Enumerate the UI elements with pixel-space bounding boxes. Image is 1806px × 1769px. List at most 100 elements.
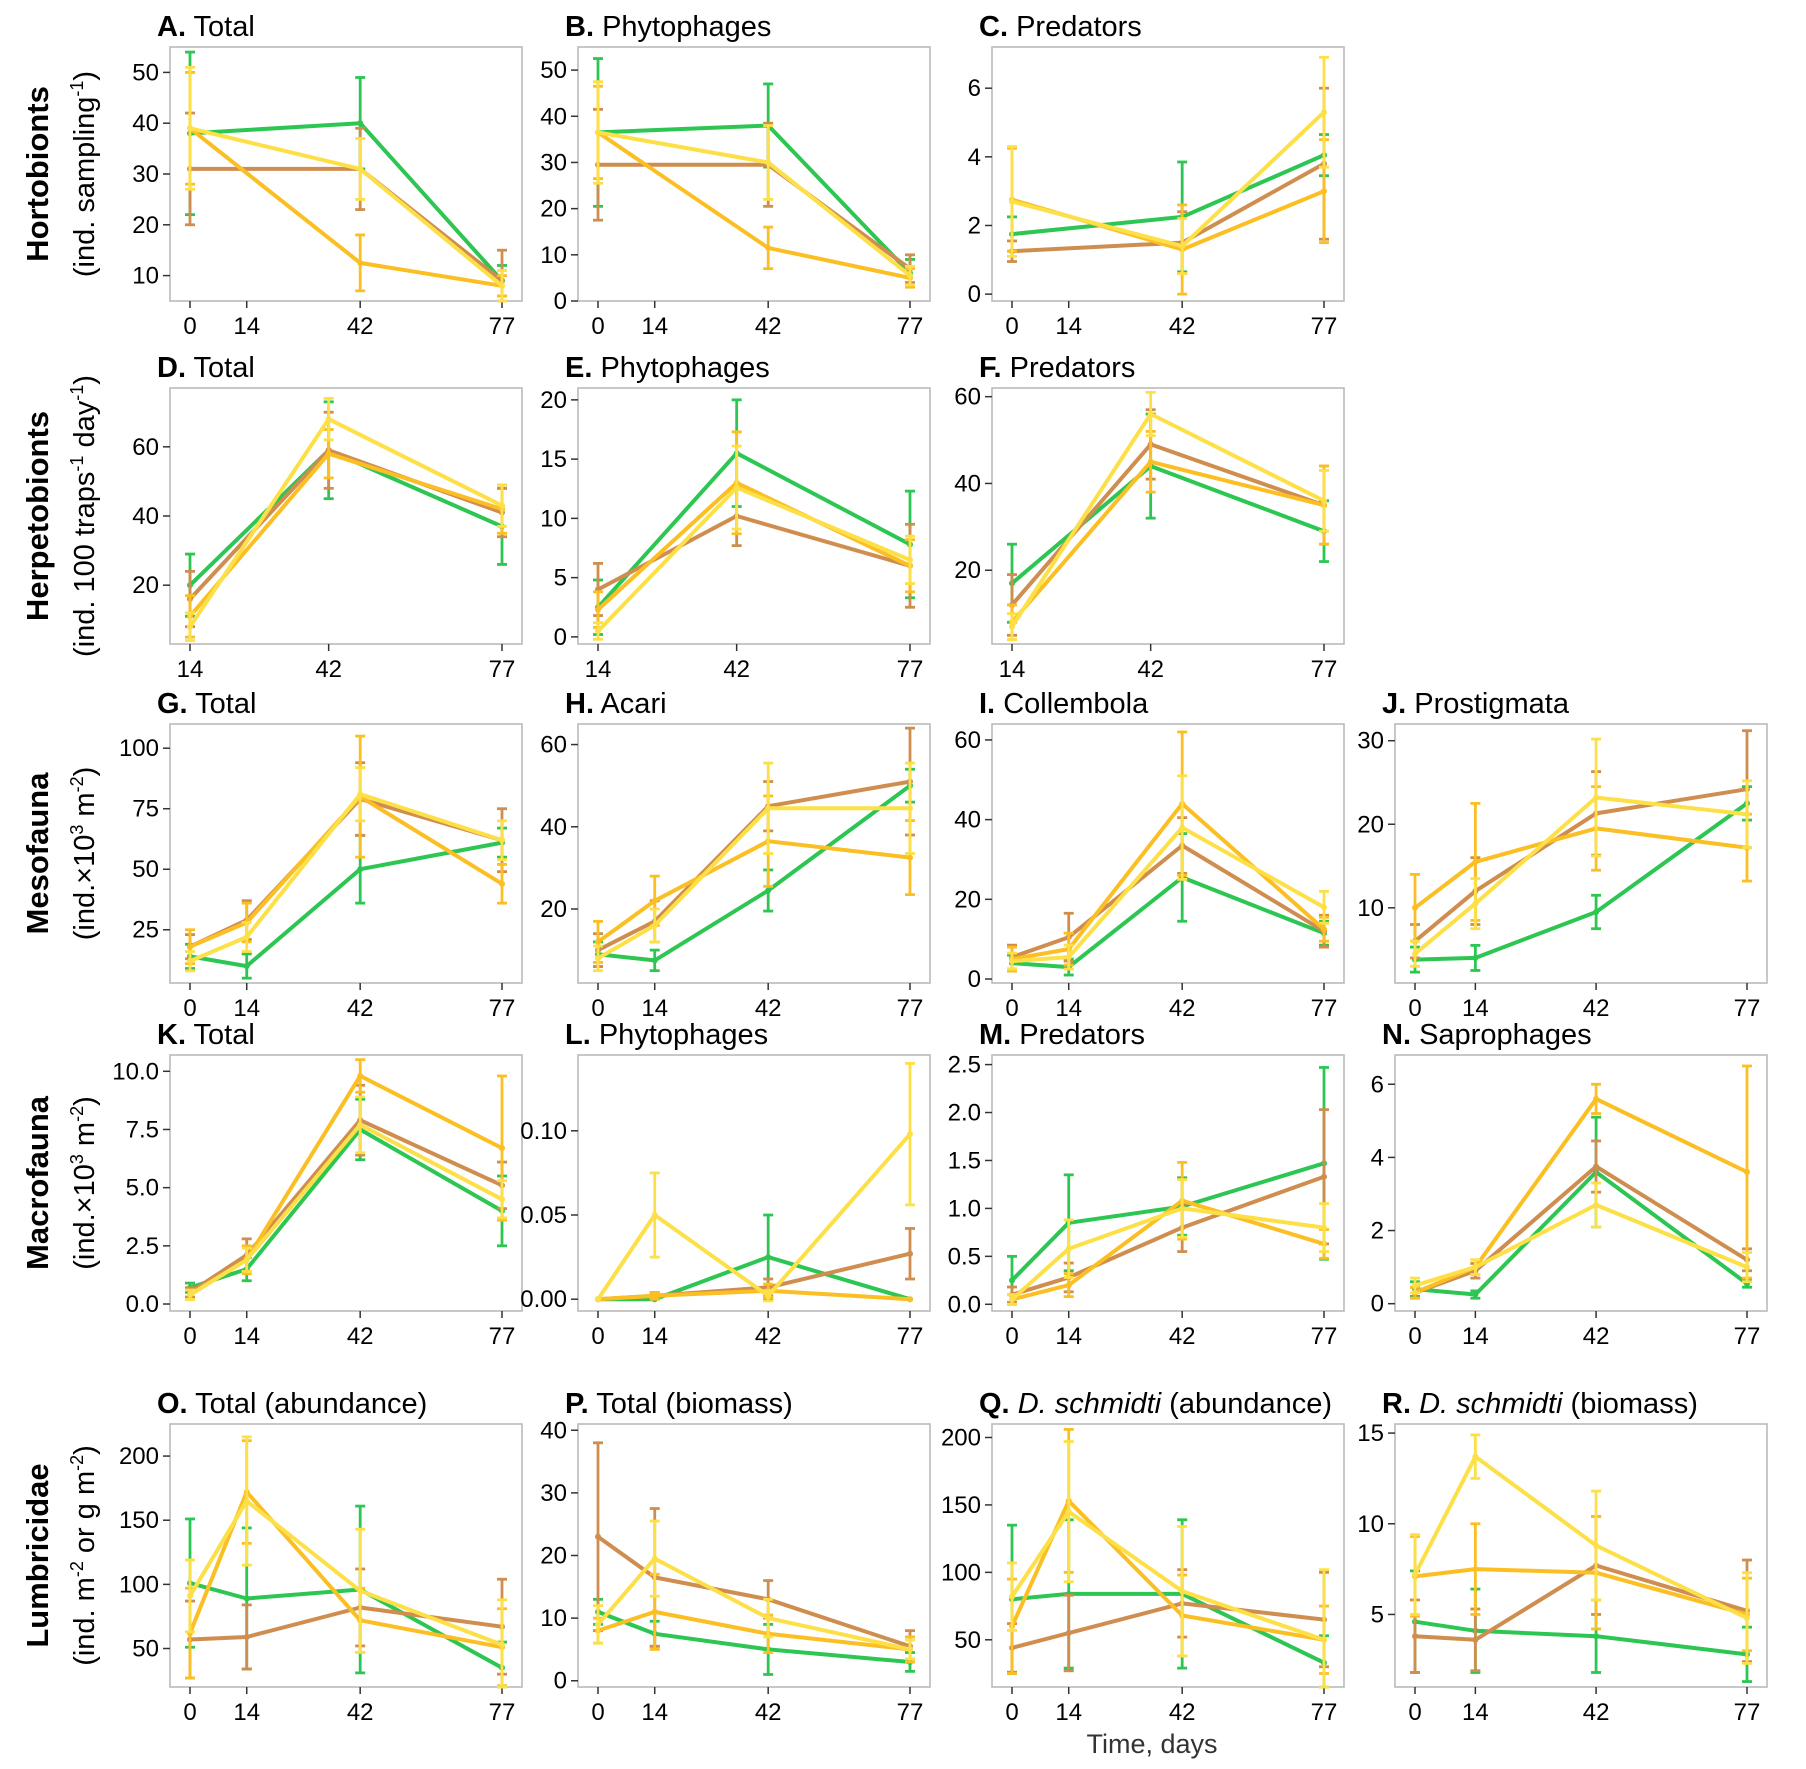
y-tick-label: 0 [554,288,567,315]
point-yellow [1321,904,1327,911]
y-tick-label: 0 [968,281,981,308]
x-tick-label: 14 [1055,313,1082,340]
series-line-gold [1413,1567,1749,1617]
row-label: Macrofauna (ind.×103 m-2) [20,1095,101,1270]
x-tick-label: 0 [1408,995,1421,1022]
point-yellow [499,1196,505,1203]
panel-o: 50 100 150 200 0 14 42 77 O. Total (abundance) [119,1388,523,1726]
panel-title-text: Acari [600,688,666,720]
x-tick-label: 14 [1055,1323,1082,1350]
title-space [1411,1019,1419,1051]
series-line-yellow [1010,825,1326,964]
title-space [1011,1019,1019,1051]
unit-text: or g m [69,1471,101,1561]
x-tick-label: 14 [999,656,1026,683]
x-tick-label: 0 [183,1323,196,1350]
row-label-unit: (ind. m-2 or g m-2) [67,1445,101,1666]
x-tick-label: 42 [347,995,374,1022]
point-gold [595,938,601,945]
plot-frame [169,46,523,302]
x-tick-label: 42 [347,1323,374,1350]
point-green [243,963,250,970]
panel-title: B. Phytophages [565,11,771,43]
x-tick-label: 0 [183,313,196,340]
x-tick-label: 0 [1408,1323,1421,1350]
y-tick-label: 40 [132,503,159,530]
point-green [1593,908,1600,915]
point-yellow [1179,243,1186,250]
y-tick-label: 10 [540,505,567,532]
series-line-gold [596,839,912,944]
point-yellow [1179,1205,1186,1212]
x-tick-label: 77 [1311,313,1338,340]
row-label-unit: (ind.×103 m-2) [67,1096,101,1270]
series-line-yellow [1413,1202,1749,1288]
plot-frame [1394,1423,1768,1688]
panel-c: 0 2 4 6 0 14 42 77 C. Predators [968,11,1345,340]
point-yellow [1009,958,1015,965]
plot-frame [169,723,523,984]
y-tick-label: 0.10 [520,1118,567,1145]
panel-title-text: Predators [1016,11,1142,43]
y-tick-label: 50 [132,1636,159,1663]
unit-text: ) [69,71,101,81]
series-line-green [1010,875,1326,970]
y-tick-label: 10.0 [112,1058,159,1085]
title-space [188,688,196,720]
point-yellow [595,955,601,962]
panel-letter: O. [157,1388,188,1420]
y-tick-label: 25 [132,917,159,944]
row-label-unit: (ind. 100 traps-1 day-1) [67,375,101,657]
point-yellow [733,484,740,491]
y-tick-label: 50 [132,59,159,86]
point-yellow [765,1292,772,1299]
x-tick-label: 14 [1055,995,1082,1022]
x-tick-label: 14 [641,1699,668,1726]
series-line-green [596,783,912,963]
y-tick-label: 6 [968,75,981,102]
point-gold [1065,1282,1072,1289]
plot-frame [169,1423,523,1688]
x-tick-label: 42 [755,1699,782,1726]
x-tick-label: 42 [347,1699,374,1726]
y-tick-label: 0.5 [948,1243,981,1270]
series-line-brown [596,779,912,953]
panel-letter: R. [1382,1388,1411,1420]
plot-frame [577,46,931,302]
point-gold [357,1072,364,1079]
x-axis-label: Time, days [1086,1729,1217,1759]
series-line-yellow [596,1556,912,1652]
panel-title: K. Total [157,1019,255,1051]
y-tick-label: 0.00 [520,1286,567,1313]
x-tick-label: 0 [1005,1323,1018,1350]
point-yellow [499,282,505,289]
title-space [186,11,194,43]
unit-sup: -2 [67,1455,87,1471]
y-tick-label: 1.5 [948,1147,981,1174]
panel-letter: J. [1382,688,1406,720]
series-line-green [188,840,504,969]
x-tick-label: 77 [1734,1323,1761,1350]
point-green [765,887,772,894]
x-tick-label: 77 [1311,995,1338,1022]
y-tick-label: 40 [540,814,567,841]
panel-letter: C. [979,11,1008,43]
point-gold [765,244,772,251]
x-tick-label: 42 [755,313,782,340]
panel-title: N. Saprophages [1382,1019,1592,1051]
series-line-brown [1010,1174,1326,1297]
title-space [995,688,1003,720]
point-green [765,1254,772,1261]
row-label-main: Lumbricidae [20,1463,55,1647]
y-tick-label: 2.5 [948,1052,981,1079]
panel-letter: G. [157,688,188,720]
point-yellow [907,272,913,279]
unit-text: m [69,1122,101,1154]
x-tick-label: 42 [723,656,750,683]
point-gold [907,1296,913,1303]
series-line-gold [188,1490,504,1650]
x-tick-label: 14 [1462,995,1489,1022]
x-tick-label: 42 [347,313,374,340]
panel-j: 10 20 30 0 14 42 77 J. Prostigmata [1357,688,1768,1022]
point-yellow [1472,1264,1479,1271]
